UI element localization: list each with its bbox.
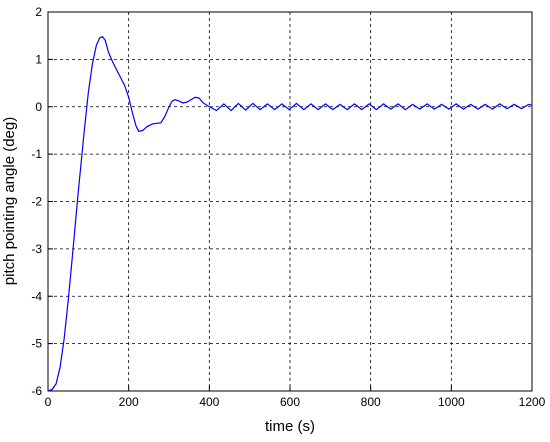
data-line xyxy=(47,35,533,392)
y-tick-label: 2 xyxy=(35,5,42,19)
y-tick-label: -4 xyxy=(31,289,42,303)
y-tick-label: -2 xyxy=(31,195,42,209)
x-tick-label: 1200 xyxy=(519,395,546,409)
x-axis-label: time (s) xyxy=(265,418,315,435)
y-tick-label: -3 xyxy=(31,242,42,256)
x-tick-label: 400 xyxy=(199,395,219,409)
x-tick-label: 800 xyxy=(361,395,381,409)
plot-frame xyxy=(47,11,533,392)
y-tick-label: 0 xyxy=(35,100,42,114)
y-tick-label: -1 xyxy=(31,147,42,161)
y-tick-label: -6 xyxy=(31,384,42,398)
y-tick-label: -5 xyxy=(31,337,42,351)
y-tick-label: 1 xyxy=(35,52,42,66)
x-tick-label: 1000 xyxy=(438,395,465,409)
x-tick-label: 0 xyxy=(45,395,52,409)
x-tick-label: 600 xyxy=(280,395,300,409)
y-axis-label: pitch pointing angle (deg) xyxy=(1,117,18,285)
x-tick-label: 200 xyxy=(119,395,139,409)
